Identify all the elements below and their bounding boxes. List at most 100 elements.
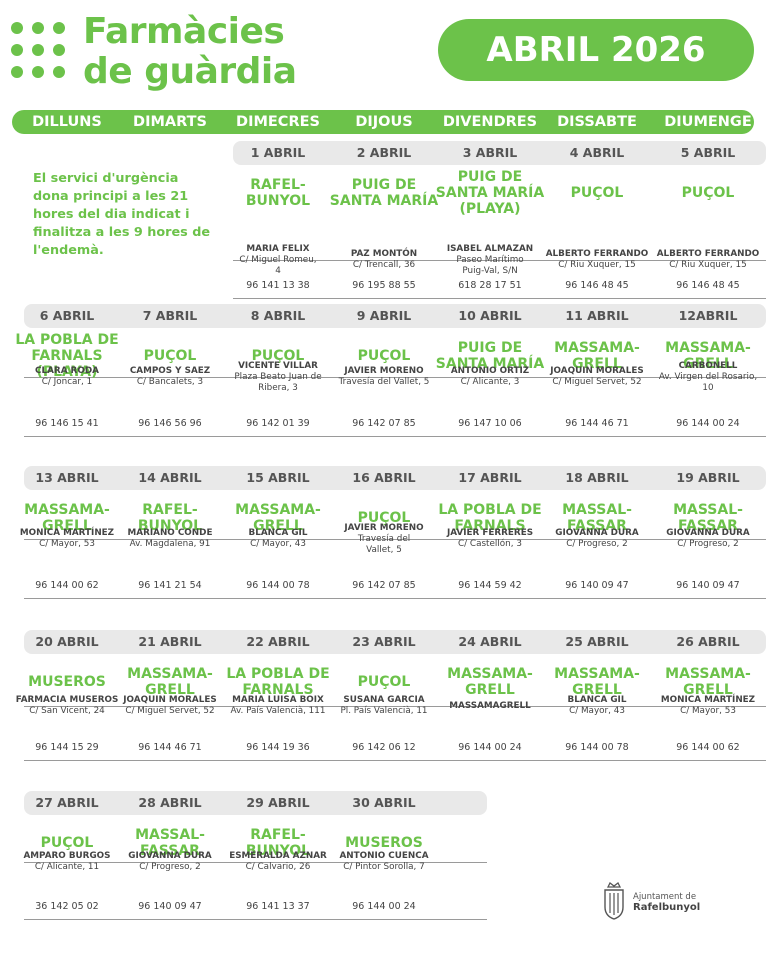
pharmacy-address: C/ Bancalets, 3 xyxy=(113,377,227,388)
pharmacy-address: C/ Mayor, 53 xyxy=(651,706,765,717)
town-name: MASSAMA- GRELL xyxy=(8,502,126,534)
pharmacy-address: C/ Progreso, 2 xyxy=(540,539,654,550)
town-name-line: BUNYOL xyxy=(245,843,311,859)
town-name: MUSEROS xyxy=(325,835,443,851)
town-name-line: GRELL xyxy=(42,518,92,534)
pharmacy-address: Travesía del Vallet, 5 xyxy=(327,534,441,556)
logo-dots-icon xyxy=(11,22,67,82)
week-1-separator-2 xyxy=(233,298,766,299)
phone-number: 96 140 09 47 xyxy=(138,901,202,912)
week-2-separator-2 xyxy=(24,436,766,437)
pharmacy-address: C/ Riu Xuquer, 15 xyxy=(540,260,654,271)
town-name: MASSAL- FASSAR xyxy=(111,827,229,859)
town-name: PUÇOL xyxy=(538,185,656,201)
pharmacy-address: C/ Progreso, 2 xyxy=(651,539,765,550)
town-name: MASSAMA- GRELL xyxy=(538,340,656,372)
town-name: PUÇOL xyxy=(649,185,766,201)
town-name: PUÇOL xyxy=(325,510,443,526)
phone-number: 96 144 00 78 xyxy=(246,580,310,591)
address-line: C/ Calvario, 26 xyxy=(245,862,311,872)
weekday-5: DIVENDRES xyxy=(442,114,538,130)
address-line: Ribera, 3 xyxy=(258,383,298,393)
town-name-line: FASSAR xyxy=(678,518,738,534)
town-name: MASSAMA- GRELL xyxy=(538,666,656,698)
pharmacist-name: GIOVANNA DURA xyxy=(128,851,212,861)
town-name-line: MASSAMA- xyxy=(554,340,640,356)
address-line: C/ Riu Xuquer, 15 xyxy=(558,260,636,270)
phone-number: 96 142 06 12 xyxy=(352,742,416,753)
day-date: 24 ABRIL xyxy=(458,634,522,649)
phone-number: 96 195 88 55 xyxy=(352,280,416,291)
town-name-line: MASSAMA- xyxy=(127,666,213,682)
town-name-line: PUÇOL xyxy=(570,185,624,201)
day-date: 8 ABRIL xyxy=(250,308,306,323)
day-date: 23 ABRIL xyxy=(352,634,416,649)
phone-number: 96 146 48 45 xyxy=(565,280,629,291)
town-name-line: RAFEL- xyxy=(250,177,306,193)
weekday-6: DISSABTE xyxy=(557,114,637,130)
pharmacy-address: C/ Calvario, 26 xyxy=(221,862,335,873)
address-line: Pl. País Valencià, 11 xyxy=(340,706,428,716)
town-name-line: FARNALS xyxy=(242,682,314,698)
town-name-line: BUNYOL xyxy=(245,193,311,209)
weekday-2: DIMARTS xyxy=(133,114,207,130)
pharmacist-name: VICENTE VILLAR xyxy=(238,361,318,371)
town-name-line: MASSAL- xyxy=(135,827,205,843)
pharmacist-name: JOAQUIN MORALES xyxy=(550,366,644,376)
pharmacy-address: Av. País Valencià, 111 xyxy=(221,706,335,717)
week-1-separator-1 xyxy=(233,260,766,261)
address-line: C/ Progreso, 2 xyxy=(566,539,628,549)
address-line: 4 xyxy=(275,266,281,276)
town-name-line: FASSAR xyxy=(140,843,200,859)
town-name-line: MASSAMA- xyxy=(665,340,751,356)
pharmacy-address: C/ Miguel Servet, 52 xyxy=(540,377,654,388)
phone-number: 618 28 17 51 xyxy=(458,280,522,291)
town-name-line: PUIG DE xyxy=(457,169,523,185)
phone-number: 96 142 01 39 xyxy=(246,418,310,429)
town-name-line: LA POBLA DE xyxy=(438,502,542,518)
address-line: C/ Progreso, 2 xyxy=(677,539,739,549)
pharmacist-name: BLANCA GIL xyxy=(567,695,627,705)
phone-number: 96 141 13 37 xyxy=(246,901,310,912)
pharmacist-name: ALBERTO FERRANDO xyxy=(656,249,760,259)
pharmacist-name: AMPARO BURGOS xyxy=(23,851,111,861)
day-date: 12ABRIL xyxy=(678,308,738,323)
town-name-line: FASSAR xyxy=(567,518,627,534)
town-name-line: LA POBLA DE xyxy=(226,666,330,682)
phone-number: 96 144 19 36 xyxy=(246,742,310,753)
town-name: MUSEROS xyxy=(8,674,126,690)
day-date: 17 ABRIL xyxy=(458,470,522,485)
day-date: 4 ABRIL xyxy=(569,145,625,160)
pharmacist-name: MARIA FELIX xyxy=(246,244,310,254)
day-date: 6 ABRIL xyxy=(39,308,95,323)
day-date: 5 ABRIL xyxy=(680,145,736,160)
address-line: 10 xyxy=(702,383,714,393)
town-name-line: MASSAL- xyxy=(562,502,632,518)
town-name-line: SANTA MARÍA xyxy=(435,185,545,201)
address-line: C/ Mayor, 53 xyxy=(39,539,95,549)
day-date: 22 ABRIL xyxy=(246,634,310,649)
town-name-line: SANTA MARÍA xyxy=(435,356,545,372)
town-name-line: RAFEL- xyxy=(142,502,198,518)
phone-number: 96 144 00 24 xyxy=(676,418,740,429)
pharmacy-address: C/ Alicante, 11 xyxy=(10,862,124,873)
town-name: LA POBLA DE FARNALS (PLAYA) xyxy=(8,332,126,380)
address-line: Puig-Val, S/N xyxy=(462,266,518,276)
day-date: 26 ABRIL xyxy=(676,634,740,649)
town-name-line: MASSAMA- xyxy=(665,666,751,682)
town-name: PUÇOL xyxy=(325,348,443,364)
town-name-line: MASSAL- xyxy=(673,502,743,518)
town-name-line: PUÇOL xyxy=(357,348,411,364)
town-name: PUÇOL xyxy=(325,674,443,690)
week-3-date-band xyxy=(24,466,766,490)
pharmacist-name: ALBERTO FERRANDO xyxy=(545,249,649,259)
logo-line2: Rafelbunyol xyxy=(633,902,701,913)
phone-number: 96 147 10 06 xyxy=(458,418,522,429)
phone-number: 96 142 07 85 xyxy=(352,580,416,591)
phone-number: 96 146 48 45 xyxy=(676,280,740,291)
pharmacist-name: FARMACIA MUSEROS xyxy=(15,695,119,705)
day-date: 3 ABRIL xyxy=(462,145,518,160)
address-line: C/ Alicante, 11 xyxy=(34,862,100,872)
town-name-line: PUIG DE xyxy=(457,340,523,356)
town-name-line: GRELL xyxy=(572,356,622,372)
